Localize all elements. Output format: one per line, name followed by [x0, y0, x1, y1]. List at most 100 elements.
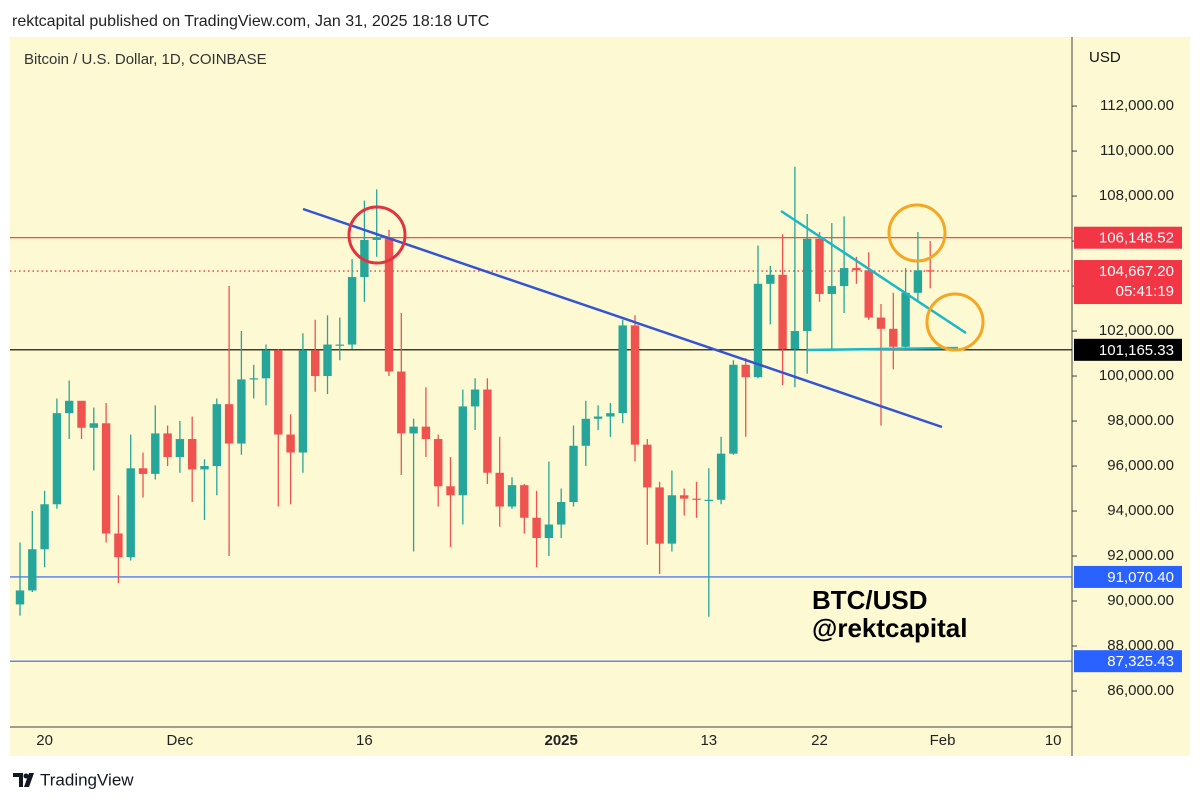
candle-body — [175, 439, 185, 458]
candle-body — [655, 487, 664, 544]
candle-body — [483, 389, 492, 473]
logo-icon — [23, 773, 29, 779]
x-tick-label: 20 — [36, 732, 53, 749]
candle-body — [889, 328, 898, 347]
candle-body — [766, 274, 775, 284]
highlight-circle — [925, 292, 985, 352]
level-label: 91,070.40 — [1107, 569, 1174, 586]
x-tick-label: 10 — [1045, 732, 1062, 749]
candle-body — [901, 292, 910, 347]
candle-body — [532, 517, 541, 539]
candle-body — [790, 331, 800, 350]
candle-body — [704, 499, 713, 501]
candle-body — [778, 274, 787, 350]
candle-body — [630, 325, 640, 445]
candle-body — [151, 433, 160, 474]
y-tick-label: 94,000.00 — [1107, 502, 1174, 519]
candle-body — [458, 406, 467, 496]
candle-body — [409, 426, 418, 434]
candle-body — [114, 533, 123, 558]
candle-body — [138, 468, 148, 474]
logo-icon — [13, 773, 34, 787]
currency: USD — [1089, 49, 1121, 66]
candle-body — [827, 286, 836, 294]
candle-body — [581, 418, 590, 446]
candle-body — [507, 485, 517, 507]
x-tick-label: 13 — [700, 732, 717, 749]
chart-title: Bitcoin / U.S. Dollar, 1D, COINBASE — [24, 51, 267, 68]
candle-body — [40, 504, 49, 550]
candle-body — [544, 524, 554, 539]
y-tick-label: 98,000.00 — [1107, 412, 1174, 429]
x-tick-label: 22 — [811, 732, 828, 749]
candle-body — [593, 416, 603, 419]
y-tick-label: 110,000.00 — [1100, 142, 1174, 159]
candle-body — [274, 350, 283, 435]
candle-body — [126, 468, 135, 558]
candle-body — [815, 238, 824, 294]
level-label: 101,165.33 — [1099, 342, 1174, 359]
y-tick-label: 102,000.00 — [1099, 322, 1174, 339]
candle-body — [101, 423, 111, 534]
x-tick-label: Feb — [930, 732, 956, 749]
level-label-box — [1074, 226, 1182, 249]
x-tick-label: Dec — [167, 732, 194, 749]
level-label-box — [1074, 565, 1182, 588]
candle-body — [852, 268, 861, 271]
candle-body — [803, 238, 812, 332]
highlight-circle — [887, 203, 947, 263]
highlight-circle — [347, 205, 407, 265]
level-label: 106,148.52 — [1099, 230, 1174, 247]
level-label: 104,667.20 — [1099, 263, 1174, 280]
candle-body — [15, 590, 25, 605]
y-tick-label: 92,000.00 — [1107, 547, 1174, 564]
x-tick-label: 16 — [356, 732, 373, 749]
trendline — [806, 346, 959, 352]
candle-body — [188, 439, 197, 470]
y-tick-label: 96,000.00 — [1107, 457, 1174, 474]
candle-body — [926, 270, 935, 272]
candle-body — [741, 364, 750, 378]
y-tick-label: 88,000.00 — [1107, 637, 1174, 654]
candle-body — [224, 404, 234, 444]
level-label-box — [1074, 338, 1182, 361]
trendline — [302, 207, 943, 429]
candle-body — [716, 453, 726, 500]
candle-body — [163, 433, 172, 458]
candle-body — [200, 466, 209, 470]
y-tick-label: 100,000.00 — [1099, 367, 1174, 384]
level-label: 87,325.43 — [1107, 653, 1174, 670]
trendline — [780, 209, 967, 335]
candle-body — [606, 413, 615, 417]
candle-body — [28, 549, 37, 591]
level-label-box — [1074, 260, 1182, 305]
header: rektcapital published on TradingView.com… — [12, 13, 489, 30]
candle-body — [298, 350, 308, 453]
y-tick-label: 90,000.00 — [1107, 592, 1174, 609]
candle-body — [520, 485, 529, 518]
candle-body — [470, 389, 480, 407]
candle-body — [864, 270, 873, 318]
candle-body — [323, 344, 332, 377]
candle-body — [495, 472, 504, 507]
candle-body — [65, 400, 74, 414]
level-countdown: 05:41:19 — [1116, 283, 1174, 300]
plot: 86,000.00 88,000.00 90,000.00 92,000.00 94,0… — [10, 97, 1182, 749]
candle-body — [434, 439, 443, 487]
candle-body — [397, 371, 406, 434]
candle-body — [347, 277, 357, 345]
drawings — [302, 203, 985, 429]
candle-body — [753, 283, 763, 378]
candle-body — [249, 378, 258, 380]
candle-body — [89, 423, 98, 428]
candle-body — [913, 270, 923, 293]
candle-body — [618, 325, 627, 414]
y-tick-label: 86,000.00 — [1107, 682, 1174, 699]
candle-body — [77, 400, 86, 428]
candle-body — [372, 237, 381, 240]
candle-body — [212, 404, 221, 467]
candle-body — [643, 444, 652, 488]
level-label-box — [1074, 650, 1182, 673]
candle-body — [839, 268, 849, 287]
